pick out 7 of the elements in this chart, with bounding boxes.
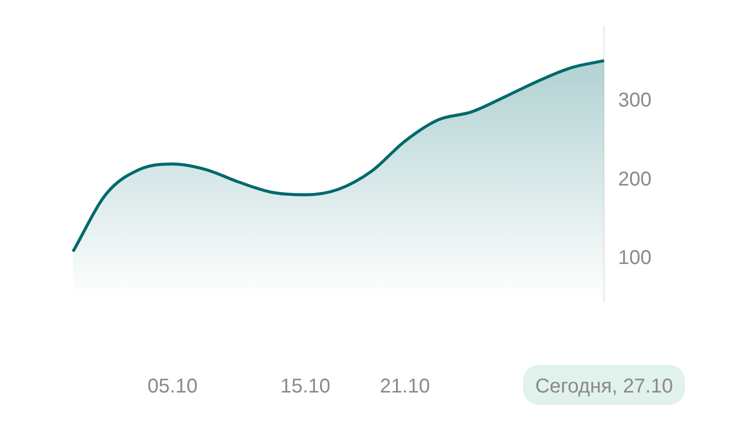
y-tick-label: 300: [618, 89, 652, 112]
x-tick-label: Сегодня, 27.10: [535, 376, 673, 398]
x-tick-label: 21.10: [380, 376, 430, 398]
x-tick-label: 05.10: [148, 376, 198, 398]
x-tick-label: 15.10: [280, 376, 330, 398]
y-tick-label: 100: [618, 247, 652, 270]
y-tick-label: 200: [618, 168, 652, 190]
